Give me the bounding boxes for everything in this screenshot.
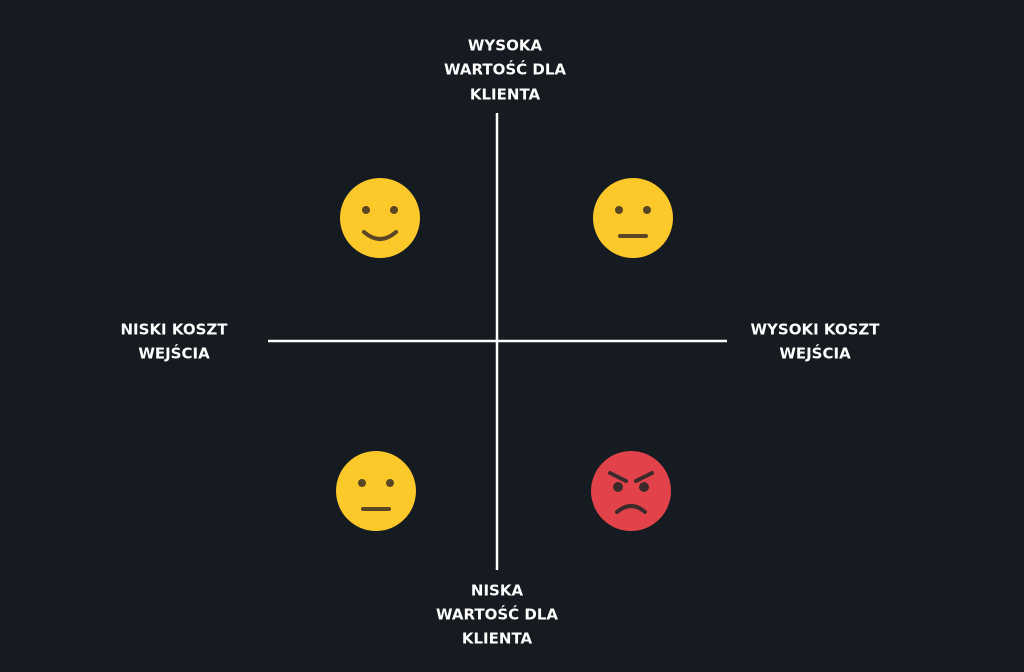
label-line: WARTOŚĆ DLA [444, 60, 566, 79]
label-line: KLIENTA [470, 86, 541, 104]
label-line: WYSOKA [468, 37, 543, 55]
bottom-label: NISKA WARTOŚĆ DLA KLIENTA [436, 582, 558, 648]
label-line: KLIENTA [462, 630, 533, 648]
label-line: NISKA [471, 582, 524, 600]
neutral-face [336, 451, 416, 531]
label-line: NISKI KOSZT [121, 321, 229, 339]
left-label: NISKI KOSZT WEJŚCIA [121, 321, 229, 363]
angry-face [591, 451, 671, 531]
label-line: WEJŚCIA [138, 344, 210, 363]
label-line: WEJŚCIA [779, 344, 851, 363]
top-label: WYSOKA WARTOŚĆ DLA KLIENTA [444, 37, 566, 104]
label-line: WYSOKI KOSZT [750, 321, 880, 339]
happy-face [340, 178, 420, 258]
label-line: WARTOŚĆ DLA [436, 605, 558, 624]
neutral-face [593, 178, 673, 258]
right-label: WYSOKI KOSZT WEJŚCIA [750, 321, 880, 363]
